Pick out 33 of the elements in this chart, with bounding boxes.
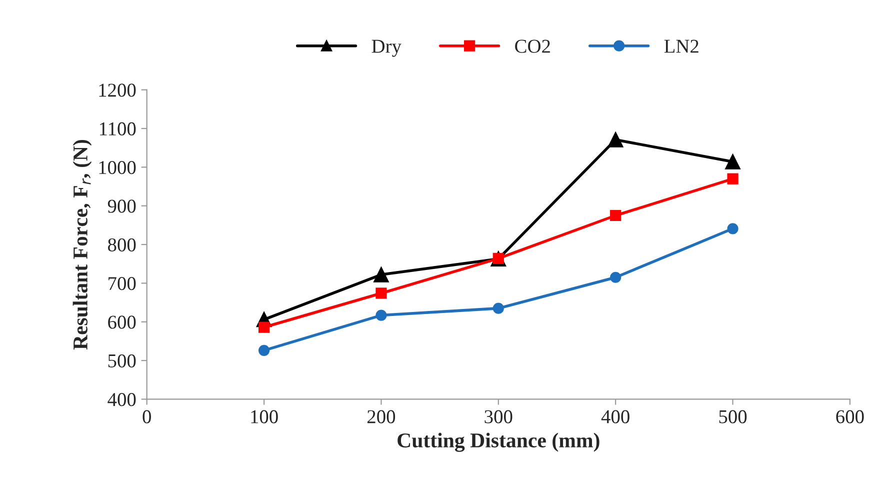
y-tick-label: 900 [108, 200, 136, 213]
point [610, 272, 622, 283]
point [376, 310, 387, 321]
x-tick-label: 600 [836, 410, 864, 424]
x-axis-title: Cutting Distance (mm) [398, 432, 600, 452]
point [258, 344, 270, 356]
point [727, 223, 738, 234]
y-tick-label: 400 [108, 393, 136, 406]
point [610, 210, 622, 222]
point [608, 132, 624, 148]
x-tick-label: 400 [601, 410, 630, 424]
point [374, 267, 389, 282]
x-tick-label: 300 [484, 410, 512, 424]
y-tick-label: 1000 [99, 160, 136, 174]
x-tick-label: 200 [367, 410, 396, 424]
x-tick-label: 0 [142, 410, 151, 424]
legend-label: Dry [372, 40, 402, 57]
point [727, 173, 738, 184]
x-tick-label: 100 [251, 410, 278, 424]
y-tick-label: 1200 [99, 84, 136, 97]
legend-label: CO2 [515, 40, 550, 53]
y-axis-title: Resultant Force, F$_{r}$, (N) [72, 140, 92, 350]
y-tick-label: 600 [108, 316, 136, 329]
point [258, 322, 270, 333]
y-tick-label: 1100 [100, 122, 136, 136]
y-tick-label: 800 [108, 238, 136, 252]
y-tick-label: 700 [108, 277, 136, 290]
x-tick-label: 500 [719, 410, 747, 424]
y-tick-label: 500 [108, 354, 136, 368]
legend-label: LN2 [664, 40, 698, 53]
point [725, 154, 740, 170]
point [376, 288, 387, 299]
point [492, 302, 504, 314]
